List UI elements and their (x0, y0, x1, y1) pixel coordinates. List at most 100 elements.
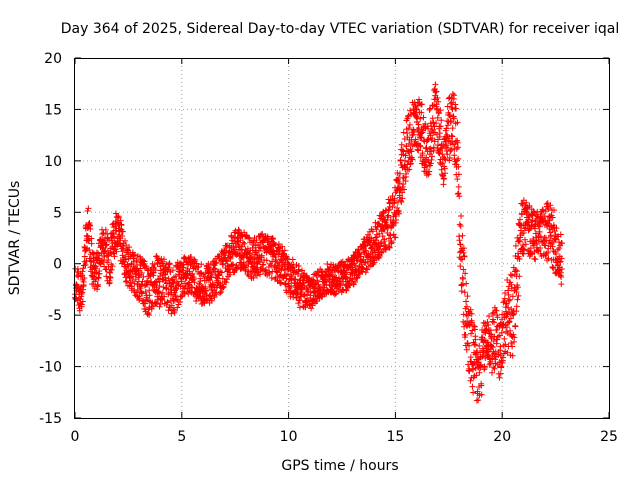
data-point (292, 276, 299, 283)
data-point (399, 195, 406, 202)
x-tick-label: 15 (386, 429, 404, 445)
data-point (506, 296, 513, 303)
data-point (520, 229, 527, 236)
data-point (237, 247, 244, 254)
data-point (95, 255, 102, 262)
data-point (191, 256, 198, 263)
data-point (461, 289, 468, 296)
data-point (154, 299, 161, 306)
data-point (152, 267, 159, 274)
data-point (257, 271, 264, 278)
data-point (454, 176, 461, 183)
data-point (497, 370, 504, 377)
data-point (513, 308, 520, 315)
data-point (327, 272, 334, 279)
data-point (468, 330, 475, 337)
data-point (413, 114, 420, 121)
data-point (533, 212, 540, 219)
data-point (220, 260, 227, 267)
data-point (552, 236, 559, 243)
data-point (222, 252, 229, 259)
data-point (412, 105, 419, 112)
data-point (160, 284, 167, 291)
data-point (416, 142, 423, 149)
data-point (253, 272, 260, 279)
data-point (119, 232, 126, 239)
data-point (481, 337, 488, 344)
data-point (448, 132, 455, 139)
data-point (468, 310, 475, 317)
y-tick-label: 15 (44, 102, 62, 118)
data-point (263, 257, 270, 264)
data-point (526, 202, 533, 209)
data-point (77, 273, 84, 280)
data-point (148, 305, 155, 312)
data-point (512, 323, 519, 330)
data-point (266, 269, 273, 276)
data-point (553, 225, 560, 232)
data-point (480, 319, 487, 326)
data-point (448, 99, 455, 106)
data-point (547, 202, 554, 209)
data-point (425, 135, 432, 142)
data-point (132, 251, 139, 258)
data-point (439, 159, 446, 166)
data-point (203, 291, 210, 298)
data-point (80, 265, 87, 272)
data-point (219, 275, 226, 282)
data-point (103, 241, 110, 248)
data-point (101, 248, 108, 255)
data-point (512, 267, 519, 274)
data-point (487, 358, 494, 365)
data-point (509, 352, 516, 359)
data-point (180, 264, 187, 271)
data-point (494, 336, 501, 343)
y-tick-label: -10 (39, 360, 62, 376)
data-point (352, 279, 359, 286)
grid (75, 58, 609, 418)
data-point (542, 242, 549, 249)
data-point (449, 106, 456, 113)
data-point (96, 270, 103, 277)
data-point (256, 244, 263, 251)
data-point (453, 105, 460, 112)
data-point (417, 135, 424, 142)
data-point (488, 334, 495, 341)
data-point (415, 125, 422, 132)
data-point (110, 231, 117, 238)
data-point (476, 342, 483, 349)
data-point (293, 294, 300, 301)
y-tick-label: 20 (44, 51, 62, 67)
data-point (500, 299, 507, 306)
data-point (458, 213, 465, 220)
data-point (362, 269, 369, 276)
data-point (164, 298, 171, 305)
data-point (123, 242, 130, 249)
data-point (455, 171, 462, 178)
data-point (118, 222, 125, 229)
data-point (557, 258, 564, 265)
data-point (198, 261, 205, 268)
data-point (427, 160, 434, 167)
data-point (161, 293, 168, 300)
data-point (549, 243, 556, 250)
data-point (138, 269, 145, 276)
data-point (248, 253, 255, 260)
y-axis-label: SDTVAR / TECUs (7, 181, 23, 296)
data-point (348, 269, 355, 276)
data-point (515, 292, 522, 299)
data-point (505, 304, 512, 311)
data-point (557, 231, 564, 238)
data-point (447, 112, 454, 119)
data-point (240, 239, 247, 246)
data-point (493, 326, 500, 333)
data-point (193, 298, 200, 305)
data-point (156, 290, 163, 297)
data-point (172, 285, 179, 292)
data-point (516, 255, 523, 262)
data-point (386, 244, 393, 251)
data-point (84, 208, 91, 215)
data-point (468, 319, 475, 326)
data-point (251, 256, 258, 263)
